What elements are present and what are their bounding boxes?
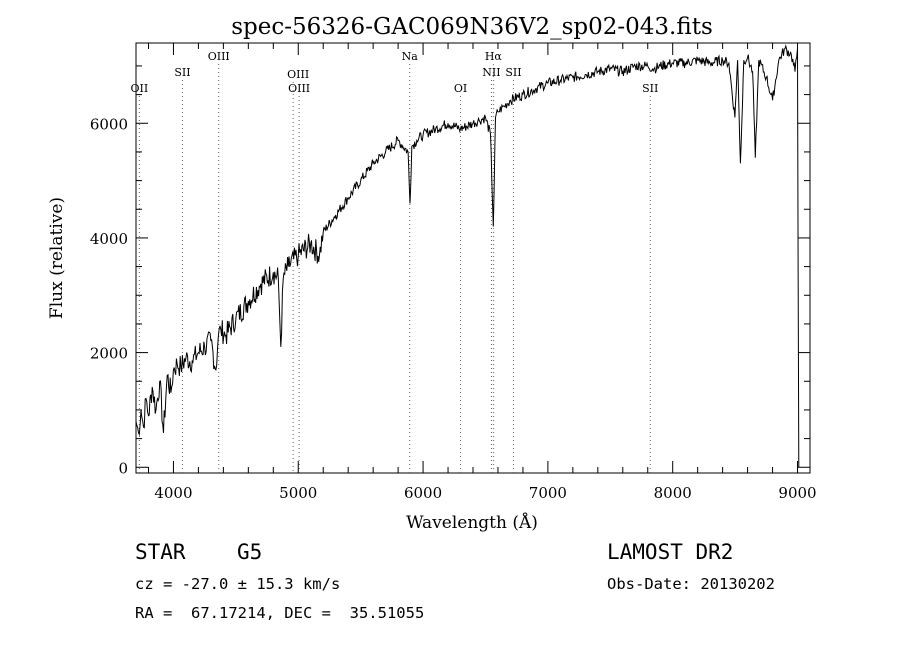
x-tick-label: 6000: [404, 484, 442, 502]
plot-frame: [135, 42, 811, 474]
annotation-label: OII: [131, 82, 149, 95]
survey-label: LAMOST DR2: [607, 540, 734, 564]
x-tick-label: 7000: [529, 484, 567, 502]
x-tick-label: 8000: [654, 484, 692, 502]
annotation-label: OI: [454, 82, 467, 95]
flux-series-line: [135, 44, 800, 468]
x-tick-label: 5000: [279, 484, 317, 502]
axis-ticks: [136, 43, 810, 473]
annotation-label: SII: [505, 66, 521, 79]
chart-title: spec-56326-GAC069N36V2_sp02-043.fits: [231, 14, 713, 40]
annotation-label: NII: [482, 66, 500, 79]
x-axis-label: Wavelength (Å): [406, 512, 538, 533]
annotation-label: Na: [402, 50, 419, 63]
y-tick-label: 2000: [90, 345, 128, 363]
redshift-label: cz = -27.0 ± 15.3 km/s: [135, 575, 341, 593]
annotation-label: Hα: [485, 50, 503, 63]
obs-date-label: Obs-Date: 20130202: [607, 575, 775, 593]
y-tick-label: 4000: [90, 230, 128, 248]
x-tick-label: 9000: [778, 484, 816, 502]
annotation-label: SII: [174, 66, 190, 79]
y-axis-label: Flux (relative): [47, 197, 67, 319]
x-tick-label: 4000: [154, 484, 192, 502]
coordinates-label: RA = 67.17214, DEC = 35.51055: [135, 604, 425, 622]
object-class-label: STAR: [135, 540, 186, 564]
annotation-label: OIII: [287, 68, 309, 81]
annotation-label: OIII: [208, 50, 230, 63]
y-tick-label: 6000: [90, 115, 128, 133]
object-subclass-label: G5: [237, 540, 263, 564]
annotation-label: SII: [642, 82, 658, 95]
y-tick-label: 0: [118, 459, 128, 477]
annotation-label: OIII: [288, 82, 310, 95]
tick-labels: 4000 5000 6000 7000 8000 9000 0 2000 4000 6000: [90, 115, 817, 502]
